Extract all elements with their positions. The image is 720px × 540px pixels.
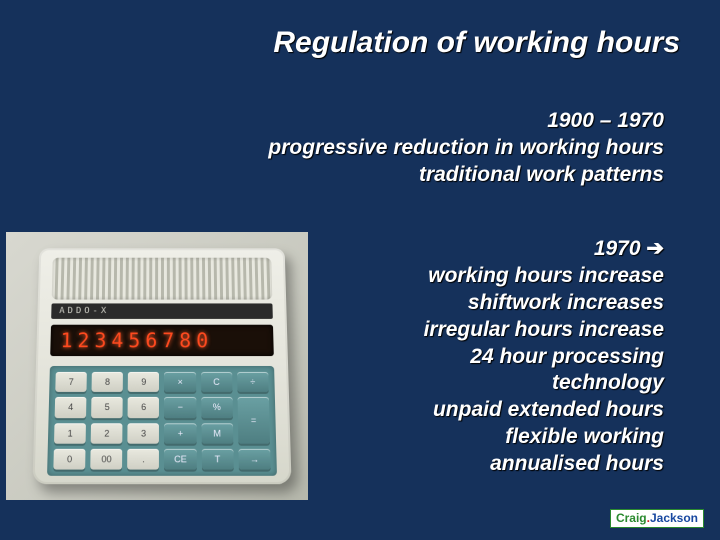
calculator-key: 5 (91, 397, 123, 417)
calculator-keypad: 789× C÷ 456−%= 123+M 000. CET→ (47, 366, 277, 476)
calculator-key: × (164, 372, 195, 392)
calculator-key: 8 (92, 372, 124, 392)
year-label: 1970 (594, 237, 641, 260)
calculator-key: 7 (55, 372, 87, 392)
author-badge: Craig.Jackson (610, 509, 704, 528)
calculator-key: C (201, 372, 233, 392)
calculator-key: M (201, 423, 233, 444)
calculator-body: ADDO-X 123456780 789× C÷ 456−%= 123+M 000. CE… (32, 248, 291, 484)
calculator-key: − (165, 397, 197, 417)
era-1900-1970-block: 1900 – 1970 progressive reduction in wor… (0, 108, 664, 189)
calculator-key: 6 (128, 397, 160, 417)
calculator-image: ADDO-X 123456780 789× C÷ 456−%= 123+M 000. CE… (6, 232, 308, 500)
line: traditional work patterns (0, 162, 664, 189)
calculator-key: 9 (128, 372, 159, 392)
calculator-key: CE (165, 449, 197, 470)
author-last: Jackson (650, 511, 698, 525)
calculator-key: 3 (128, 423, 160, 444)
author-first: Craig (616, 511, 647, 525)
calculator-key: + (165, 423, 197, 444)
calculator-key: 0 (53, 449, 85, 470)
calculator-brand-label: ADDO-X (51, 303, 273, 318)
calculator-nixie-display: 123456780 (50, 325, 274, 356)
calculator-key: . (127, 449, 159, 470)
calculator-key: % (201, 397, 233, 417)
calculator-vent-grille (52, 258, 273, 300)
calculator-key: 2 (91, 423, 123, 444)
calculator-key: 00 (90, 449, 122, 470)
calculator-key: 4 (55, 397, 87, 417)
line: 1900 – 1970 (0, 108, 664, 135)
calculator-key: → (238, 449, 270, 470)
calculator-key: = (237, 397, 270, 443)
calculator-key: ÷ (237, 372, 269, 392)
calculator-key: 1 (54, 423, 86, 444)
arrow-right-icon: ➔ (646, 237, 664, 260)
calculator-key: T (201, 449, 233, 470)
slide-title: Regulation of working hours (0, 26, 680, 60)
line: progressive reduction in working hours (0, 135, 664, 162)
